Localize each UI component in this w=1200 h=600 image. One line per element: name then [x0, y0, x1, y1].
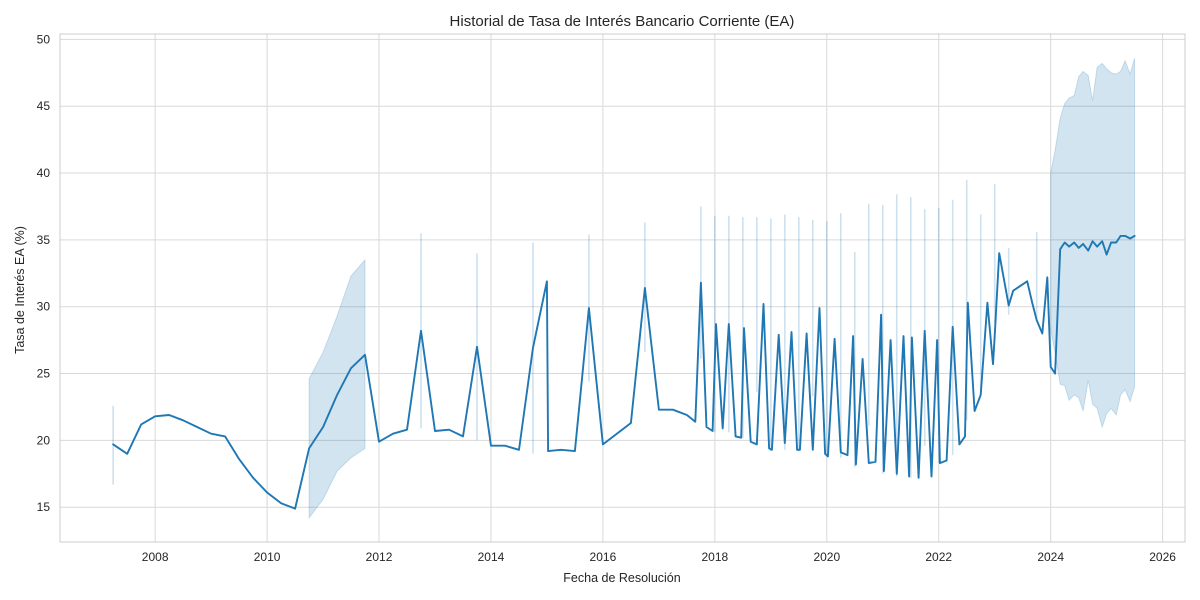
y-tick-label: 50 — [37, 32, 51, 46]
y-tick-label: 30 — [37, 300, 51, 314]
x-tick-label: 2008 — [142, 550, 169, 564]
x-tick-label: 2012 — [366, 550, 393, 564]
x-tick-label: 2026 — [1149, 550, 1176, 564]
y-tick-label: 35 — [37, 233, 51, 247]
x-axis-label: Fecha de Resolución — [563, 571, 680, 585]
y-axis-label: Tasa de Interés EA (%) — [13, 226, 27, 354]
y-tick-label: 45 — [37, 99, 51, 113]
x-tick-label: 2014 — [478, 550, 505, 564]
y-tick-label: 15 — [37, 500, 51, 514]
x-tick-label: 2018 — [701, 550, 728, 564]
y-tick-label: 40 — [37, 166, 51, 180]
plot-frame — [59, 33, 1186, 543]
x-tick-label: 2016 — [590, 550, 617, 564]
series-line — [112, 234, 1136, 510]
y-tick-label: 20 — [37, 433, 51, 447]
chart-title: Historial de Tasa de Interés Bancario Co… — [450, 13, 795, 30]
series-lines — [112, 234, 1136, 510]
x-tick-label: 2024 — [1037, 550, 1064, 564]
x-tick-label: 2010 — [254, 550, 281, 564]
x-tick-label: 2022 — [925, 550, 952, 564]
x-tick-label: 2020 — [813, 550, 840, 564]
grid — [60, 34, 1185, 542]
confidence-band — [308, 258, 366, 520]
tick-labels: 2008 2010 2012 2014 2016 2018 2020 2022 2024 2026… — [37, 32, 1177, 564]
y-tick-label: 25 — [37, 367, 51, 381]
